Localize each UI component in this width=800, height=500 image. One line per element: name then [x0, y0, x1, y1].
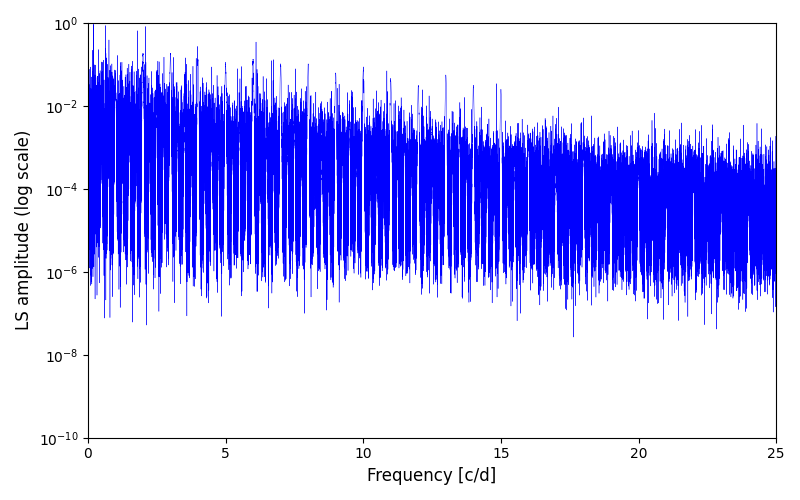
X-axis label: Frequency [c/d]: Frequency [c/d] — [367, 467, 497, 485]
Y-axis label: LS amplitude (log scale): LS amplitude (log scale) — [15, 130, 33, 330]
